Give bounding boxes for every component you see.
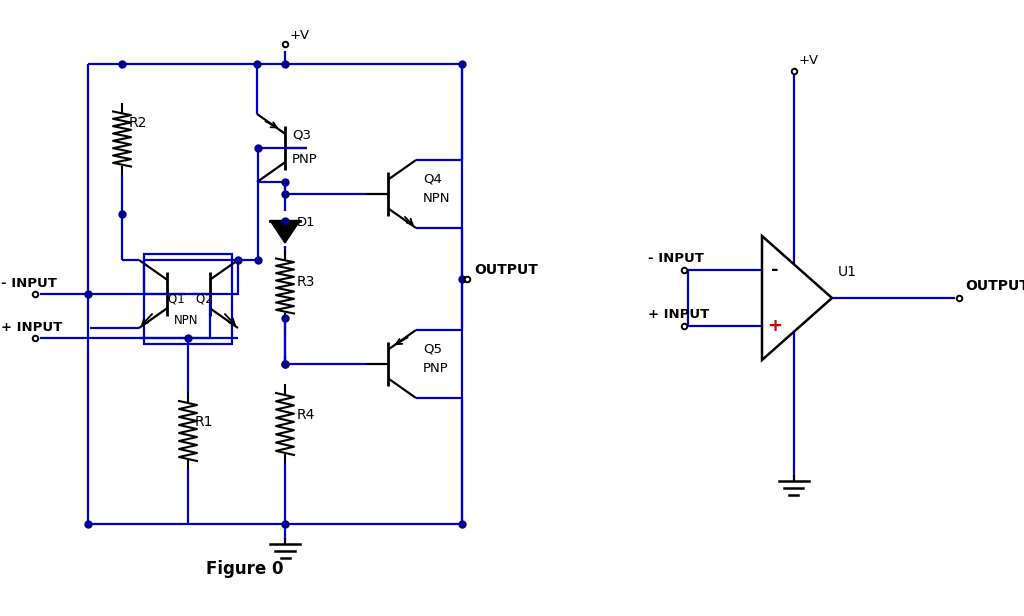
Text: Figure 0: Figure 0 xyxy=(206,560,284,578)
Text: Q1   Q2: Q1 Q2 xyxy=(168,292,213,305)
Text: OUTPUT: OUTPUT xyxy=(474,263,538,277)
Text: +V: +V xyxy=(799,54,818,67)
Text: + INPUT: + INPUT xyxy=(648,308,710,321)
Text: -: - xyxy=(771,261,778,279)
Text: +: + xyxy=(768,317,782,335)
Text: R4: R4 xyxy=(297,408,315,422)
Text: +V: +V xyxy=(290,29,310,42)
Text: PNP: PNP xyxy=(423,362,449,375)
Polygon shape xyxy=(762,236,831,360)
Text: Q4: Q4 xyxy=(423,172,442,185)
Text: U1: U1 xyxy=(838,265,857,279)
Polygon shape xyxy=(270,221,300,243)
Text: - INPUT: - INPUT xyxy=(1,277,57,290)
Text: R3: R3 xyxy=(297,275,315,289)
Text: NPN: NPN xyxy=(174,314,199,327)
Text: Q3: Q3 xyxy=(292,128,311,141)
Bar xyxy=(144,260,238,294)
Text: OUTPUT: OUTPUT xyxy=(965,279,1024,293)
Text: R1: R1 xyxy=(195,415,213,429)
Text: R2: R2 xyxy=(129,116,147,130)
Text: D1: D1 xyxy=(297,216,315,229)
Bar xyxy=(144,254,232,344)
Text: - INPUT: - INPUT xyxy=(648,252,703,265)
Text: + INPUT: + INPUT xyxy=(1,321,62,334)
Text: NPN: NPN xyxy=(423,192,451,205)
Text: PNP: PNP xyxy=(292,153,317,166)
Text: Q5: Q5 xyxy=(423,342,442,355)
